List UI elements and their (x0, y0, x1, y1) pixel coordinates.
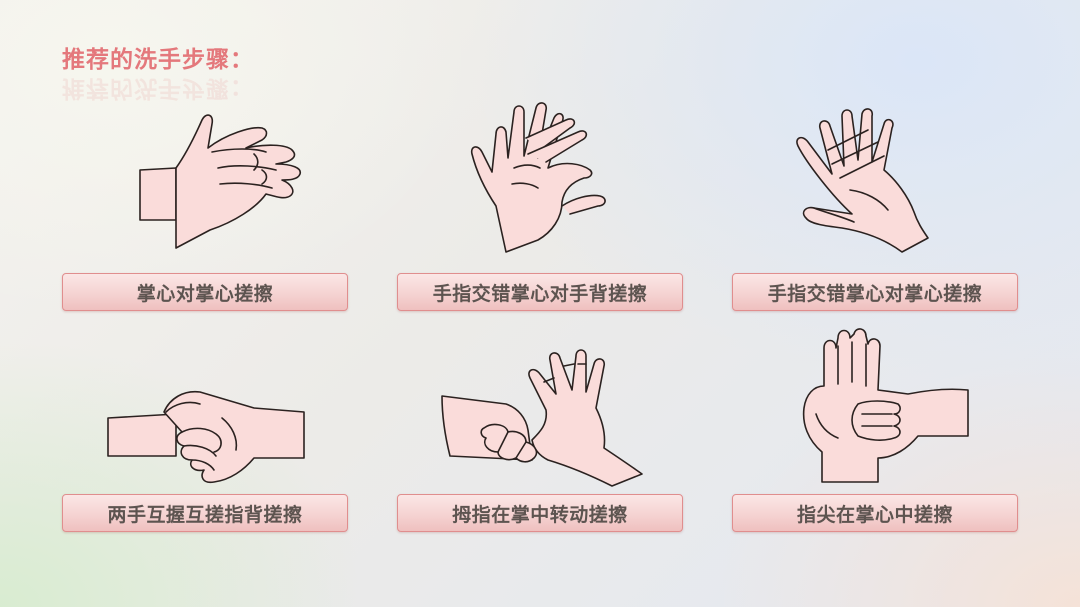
step-3-illustration (792, 100, 942, 260)
step-1-illustration (136, 108, 312, 258)
step-2-label: 手指交错掌心对手背搓擦 (397, 273, 683, 311)
step-2-illustration (466, 98, 616, 258)
step-3-label: 手指交错掌心对掌心搓擦 (732, 273, 1018, 311)
step-5-label: 拇指在掌中转动搓擦 (397, 494, 683, 532)
step-6-label: 指尖在掌心中搓擦 (732, 494, 1018, 532)
step-1-label: 掌心对掌心搓擦 (62, 273, 348, 311)
page-title: 推荐的洗手步骤： (62, 47, 254, 73)
step-6-illustration (798, 324, 974, 484)
page-title-reflection: 推荐的洗手步骤： (62, 75, 254, 101)
step-4-illustration (104, 386, 310, 490)
step-4-label: 两手互握互搓指背搓擦 (62, 494, 348, 532)
step-5-illustration (436, 348, 646, 488)
